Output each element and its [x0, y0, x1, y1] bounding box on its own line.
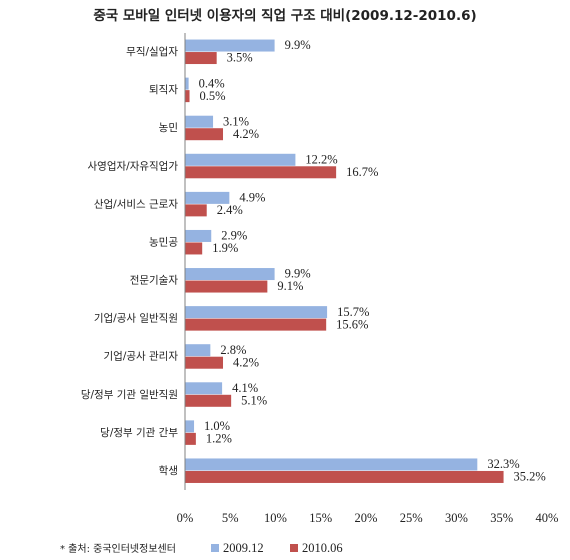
bar — [185, 191, 230, 204]
bars — [185, 39, 504, 483]
bar — [185, 204, 207, 217]
data-label: 4.9% — [239, 191, 265, 205]
bar — [185, 318, 327, 331]
data-label: 0.5% — [200, 89, 226, 103]
category-label: 기업/공사 관리자 — [104, 350, 179, 363]
bar — [185, 356, 224, 369]
legend: 2009.12 2010.06 — [211, 541, 343, 555]
bar — [185, 420, 195, 433]
bar — [185, 242, 203, 255]
bar — [185, 166, 337, 179]
bar — [185, 115, 214, 128]
data-label: 12.2% — [305, 152, 337, 166]
data-label: 2.8% — [220, 343, 246, 357]
bar — [185, 280, 268, 293]
bar — [185, 229, 212, 242]
category-label: 농민공 — [149, 236, 178, 248]
bar — [185, 394, 232, 407]
bar — [185, 306, 328, 319]
legend-label: 2010.06 — [302, 541, 343, 555]
data-label: 4.2% — [233, 355, 259, 369]
x-tick-label: 0% — [177, 511, 194, 525]
bar — [185, 153, 296, 166]
bar — [185, 268, 275, 281]
data-label: 1.0% — [204, 419, 230, 433]
data-label: 9.9% — [285, 267, 311, 281]
bar — [185, 382, 223, 395]
data-label: 35.2% — [514, 470, 546, 484]
category-label: 퇴직자 — [149, 84, 178, 96]
category-label: 당/정부 기관 일반직원 — [81, 388, 178, 401]
data-label: 15.6% — [336, 317, 368, 331]
source-note: * 출처: 중국인터넷정보센터 — [60, 543, 176, 555]
category-label: 무직/실업자 — [126, 45, 178, 58]
bar — [185, 432, 196, 445]
data-label: 3.5% — [227, 51, 253, 65]
bar — [185, 458, 478, 471]
data-label: 9.9% — [285, 38, 311, 52]
category-label: 사영업자/자유직업가 — [88, 159, 179, 172]
category-label: 기업/공사 일반직원 — [94, 312, 178, 325]
data-label: 4.2% — [233, 127, 259, 141]
data-label: 1.9% — [212, 241, 238, 255]
bar — [185, 90, 190, 103]
data-label: 32.3% — [487, 457, 519, 471]
data-label: 16.7% — [346, 165, 378, 179]
category-label: 전문기술자 — [130, 275, 179, 287]
x-tick-label: 10% — [264, 511, 287, 525]
chart-title: 중국 모바일 인터넷 이용자의 직업 구조 대비(2009.12-2010.6) — [93, 8, 477, 24]
legend-label: 2009.12 — [223, 541, 264, 555]
category-label: 학생 — [159, 465, 178, 477]
x-tick-label: 15% — [309, 511, 332, 525]
x-tick-label: 20% — [355, 511, 378, 525]
legend-swatch — [290, 544, 298, 552]
data-label: 2.4% — [217, 203, 243, 217]
bar — [185, 470, 504, 483]
bar — [185, 344, 211, 357]
category-label: 당/정부 기관 간부 — [100, 427, 178, 439]
data-label: 9.1% — [277, 279, 303, 293]
bar — [185, 77, 189, 90]
category-label: 농민 — [159, 122, 178, 134]
value-labels: 9.9%3.5%0.4%0.5%3.1%4.2%12.2%16.7%4.9%2.… — [199, 38, 546, 483]
data-label: 3.1% — [223, 114, 249, 128]
data-label: 1.2% — [206, 432, 232, 446]
x-tick-label: 30% — [445, 511, 468, 525]
bar — [185, 39, 275, 52]
data-label: 5.1% — [241, 393, 267, 407]
bar — [185, 52, 217, 65]
x-tick-label: 40% — [536, 511, 559, 525]
legend-swatch — [211, 544, 219, 552]
x-tick-labels: 0% 5% 10% 15% 20% 25% 30% 35% 40% — [177, 511, 559, 525]
data-label: 15.7% — [337, 305, 369, 319]
data-label: 0.4% — [199, 76, 225, 90]
x-tick-label: 25% — [400, 511, 423, 525]
category-label: 산업/서비스 근로자 — [94, 197, 178, 210]
data-label: 2.9% — [221, 229, 247, 243]
bar — [185, 128, 224, 141]
data-label: 4.1% — [232, 381, 258, 395]
x-tick-label: 35% — [490, 511, 513, 525]
x-tick-label: 5% — [222, 511, 239, 525]
